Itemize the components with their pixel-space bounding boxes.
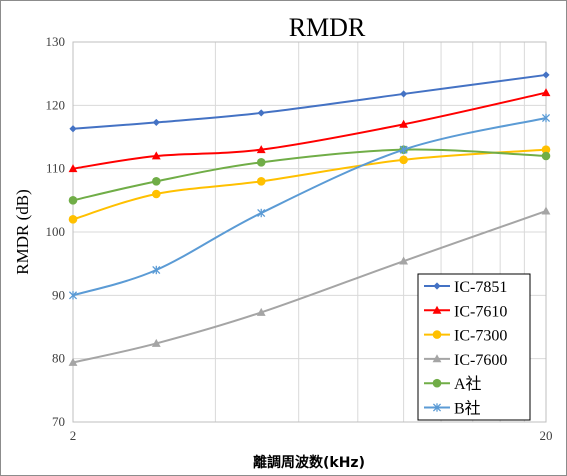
chart-title: RMDR xyxy=(289,13,366,42)
series-line xyxy=(72,91,547,170)
data-point xyxy=(399,119,409,128)
series-line xyxy=(72,73,547,130)
series-1 xyxy=(68,88,551,173)
series-2 xyxy=(68,145,551,224)
data-point xyxy=(541,206,551,215)
data-point xyxy=(151,151,161,160)
series-line xyxy=(72,210,547,364)
legend-marker xyxy=(432,330,442,339)
series-line xyxy=(72,148,547,221)
data-point xyxy=(541,88,551,97)
legend-label: IC-7300 xyxy=(454,328,507,345)
legend-item: A社 xyxy=(424,375,482,393)
data-point xyxy=(541,151,551,161)
series-line xyxy=(72,117,547,297)
legend-label: A社 xyxy=(454,375,482,393)
data-point xyxy=(541,145,551,154)
data-point xyxy=(399,256,409,265)
data-point xyxy=(257,109,265,117)
y-tick-label: 80 xyxy=(52,351,65,366)
legend-item: IC-7851 xyxy=(424,279,507,296)
data-point xyxy=(399,155,408,165)
data-point xyxy=(68,357,78,366)
data-point xyxy=(541,113,551,123)
legend-label: IC-7600 xyxy=(454,352,507,369)
legend-marker xyxy=(432,378,442,388)
data-point xyxy=(69,125,77,133)
x-axis-title: 離調周波数(kHz) xyxy=(253,454,365,471)
data-point xyxy=(399,145,408,154)
legend-item: IC-7300 xyxy=(424,328,507,345)
y-tick-label: 120 xyxy=(46,97,66,112)
data-point xyxy=(68,164,78,173)
data-point xyxy=(400,90,408,98)
data-point xyxy=(256,177,266,186)
y-tick-label: 70 xyxy=(52,414,65,429)
data-point xyxy=(256,307,266,316)
y-tick-label: 110 xyxy=(46,161,65,176)
legend-marker xyxy=(432,354,442,363)
x-tick-label: 2 xyxy=(70,428,77,443)
legend-label: B社 xyxy=(454,400,481,418)
data-point xyxy=(68,215,78,224)
y-tick-label: 90 xyxy=(52,287,65,302)
data-point xyxy=(152,118,160,127)
y-tick-label: 130 xyxy=(46,34,66,49)
series-line xyxy=(72,148,547,202)
series-group xyxy=(68,71,551,366)
y-tick-label: 100 xyxy=(46,224,66,239)
series-0 xyxy=(69,71,550,133)
data-point xyxy=(151,338,161,347)
data-point xyxy=(256,158,266,167)
data-point xyxy=(542,71,550,79)
legend-label: IC-7851 xyxy=(454,279,507,296)
legend-marker xyxy=(432,305,442,314)
legend: IC-7851 IC-7610 IC-7300 IC-7600 A社 B社 xyxy=(417,273,531,421)
plot-area xyxy=(72,41,547,423)
legend-box xyxy=(417,273,531,421)
data-point xyxy=(68,196,78,205)
data-point xyxy=(151,189,161,199)
legend-label: IC-7610 xyxy=(454,303,507,320)
data-point xyxy=(152,265,161,275)
data-point xyxy=(151,177,161,186)
data-point xyxy=(257,208,266,218)
legend-item: B社 xyxy=(424,400,481,418)
legend-item: IC-7600 xyxy=(424,352,507,369)
legend-marker xyxy=(433,282,441,290)
x-tick-label: 20 xyxy=(540,428,553,443)
series-5 xyxy=(68,113,551,300)
series-3 xyxy=(68,206,551,366)
x-axis-ticks: 2 20 xyxy=(70,428,553,443)
legend-marker xyxy=(432,403,442,412)
legend-item: IC-7610 xyxy=(424,303,507,320)
data-point xyxy=(68,291,78,300)
y-axis-title: RMDR (dB) xyxy=(13,189,32,274)
data-point xyxy=(256,145,266,154)
y-axis-ticks: 70 80 90 100 110 120 130 xyxy=(46,34,66,429)
